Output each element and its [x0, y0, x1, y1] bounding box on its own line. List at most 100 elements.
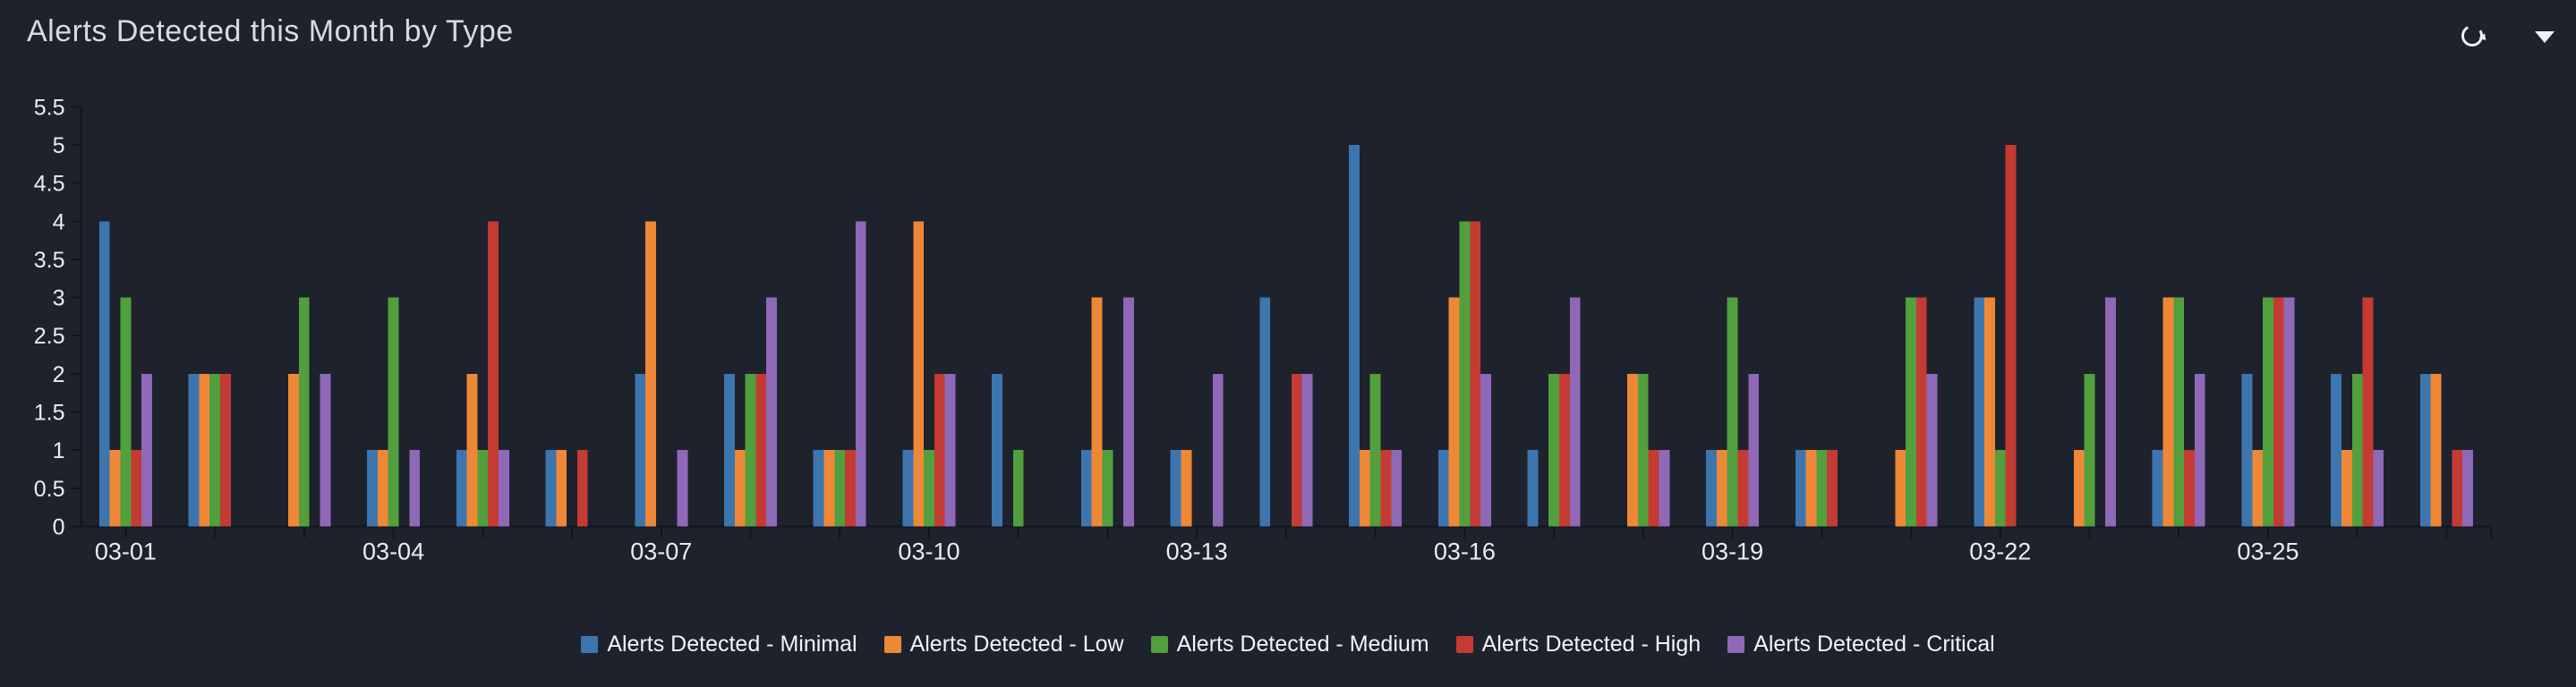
bar-03-11-medium[interactable]: [1012, 450, 1024, 527]
bar-03-12-minimal[interactable]: [1080, 450, 1092, 527]
bar-03-09-critical[interactable]: [855, 221, 866, 527]
bar-03-03-critical[interactable]: [320, 373, 331, 527]
bar-03-09-low[interactable]: [823, 450, 835, 527]
bar-03-23-low[interactable]: [2073, 450, 2085, 527]
bar-03-04-minimal[interactable]: [367, 450, 378, 527]
bar-03-04-critical[interactable]: [409, 450, 421, 527]
bar-03-02-high[interactable]: [220, 373, 231, 527]
bar-03-10-high[interactable]: [934, 373, 945, 527]
bar-03-01-high[interactable]: [131, 450, 142, 527]
refresh-icon[interactable]: [2458, 21, 2486, 50]
bar-03-14-minimal[interactable]: [1259, 297, 1271, 527]
bar-03-27-high[interactable]: [2452, 450, 2463, 527]
bar-03-07-low[interactable]: [645, 221, 656, 527]
bar-03-10-low[interactable]: [913, 221, 925, 527]
bar-03-12-critical[interactable]: [1123, 297, 1134, 527]
bar-03-18-low[interactable]: [1627, 373, 1638, 527]
bar-03-19-medium[interactable]: [1727, 297, 1738, 527]
bar-03-25-medium[interactable]: [2263, 297, 2273, 527]
bar-03-16-minimal[interactable]: [1437, 450, 1449, 527]
bar-03-11-minimal[interactable]: [992, 373, 1002, 527]
bar-03-22-medium[interactable]: [1994, 450, 2006, 527]
bar-03-05-critical[interactable]: [499, 450, 509, 527]
bar-03-27-critical[interactable]: [2462, 450, 2473, 527]
bar-03-01-minimal[interactable]: [98, 221, 110, 527]
bar-03-25-minimal[interactable]: [2241, 373, 2253, 527]
bar-03-15-medium[interactable]: [1369, 373, 1381, 527]
bar-03-20-high[interactable]: [1827, 450, 1838, 527]
bar-03-18-critical[interactable]: [1659, 450, 1670, 527]
bar-03-08-low[interactable]: [734, 450, 746, 527]
bar-03-10-critical[interactable]: [944, 373, 956, 527]
bar-03-03-low[interactable]: [288, 373, 299, 527]
bar-03-20-minimal[interactable]: [1795, 450, 1806, 527]
bar-03-27-low[interactable]: [2430, 373, 2442, 527]
legend-item-minimal[interactable]: Alerts Detected - Minimal: [581, 632, 857, 657]
bar-03-15-minimal[interactable]: [1349, 145, 1360, 527]
bar-03-12-medium[interactable]: [1102, 450, 1113, 527]
bar-03-22-minimal[interactable]: [1974, 297, 1985, 527]
bar-03-05-minimal[interactable]: [456, 450, 467, 527]
bar-03-25-high[interactable]: [2273, 297, 2284, 527]
bar-03-10-medium[interactable]: [924, 450, 934, 527]
bar-03-05-medium[interactable]: [477, 450, 489, 527]
bar-03-16-critical[interactable]: [1480, 373, 1491, 527]
bar-03-26-low[interactable]: [2341, 450, 2352, 527]
bar-03-09-medium[interactable]: [834, 450, 846, 527]
caret-down-icon[interactable]: [2533, 27, 2556, 45]
bar-03-24-high[interactable]: [2184, 450, 2195, 527]
bar-03-13-low[interactable]: [1181, 450, 1192, 527]
bar-03-10-minimal[interactable]: [902, 450, 914, 527]
bar-03-24-minimal[interactable]: [2152, 450, 2163, 527]
bar-03-15-low[interactable]: [1359, 450, 1370, 527]
bar-03-26-medium[interactable]: [2351, 373, 2363, 527]
bar-03-18-medium[interactable]: [1637, 373, 1649, 527]
bar-03-27-minimal[interactable]: [2419, 373, 2431, 527]
bar-03-20-medium[interactable]: [1816, 450, 1828, 527]
bar-03-25-critical[interactable]: [2283, 297, 2295, 527]
legend-item-medium[interactable]: Alerts Detected - Medium: [1150, 632, 1429, 657]
bar-03-01-critical[interactable]: [141, 373, 152, 527]
bar-03-08-high[interactable]: [755, 373, 767, 527]
bar-03-13-critical[interactable]: [1212, 373, 1224, 527]
bar-03-21-critical[interactable]: [1926, 373, 1938, 527]
bar-03-19-minimal[interactable]: [1706, 450, 1717, 527]
bar-03-23-critical[interactable]: [2105, 297, 2116, 527]
bar-03-24-critical[interactable]: [2194, 373, 2205, 527]
bar-03-21-high[interactable]: [1915, 297, 1927, 527]
bar-03-16-medium[interactable]: [1459, 221, 1471, 527]
bar-03-14-high[interactable]: [1291, 373, 1302, 527]
bar-03-22-low[interactable]: [1984, 297, 1995, 527]
bar-03-21-low[interactable]: [1895, 450, 1906, 527]
legend-item-low[interactable]: Alerts Detected - Low: [883, 632, 1124, 657]
bar-03-06-high[interactable]: [576, 450, 588, 527]
bar-03-01-medium[interactable]: [120, 297, 132, 527]
bar-03-02-low[interactable]: [199, 373, 210, 527]
bar-03-21-medium[interactable]: [1906, 297, 1916, 527]
bar-03-02-minimal[interactable]: [188, 373, 200, 527]
bar-03-26-high[interactable]: [2362, 297, 2374, 527]
bar-03-26-minimal[interactable]: [2331, 373, 2341, 527]
bar-03-08-medium[interactable]: [745, 373, 756, 527]
bar-03-05-high[interactable]: [488, 221, 499, 527]
bar-03-03-medium[interactable]: [298, 297, 310, 527]
bar-03-04-low[interactable]: [377, 450, 388, 527]
legend-item-high[interactable]: Alerts Detected - High: [1455, 632, 1701, 657]
bar-03-06-low[interactable]: [556, 450, 567, 527]
bar-03-06-minimal[interactable]: [545, 450, 557, 527]
bar-03-18-high[interactable]: [1648, 450, 1659, 527]
bar-03-17-medium[interactable]: [1548, 373, 1559, 527]
bar-03-09-minimal[interactable]: [813, 450, 824, 527]
bar-03-04-medium[interactable]: [388, 297, 399, 527]
bar-03-13-minimal[interactable]: [1170, 450, 1181, 527]
bar-03-26-critical[interactable]: [2373, 450, 2384, 527]
bar-03-17-minimal[interactable]: [1527, 450, 1539, 527]
legend-item-critical[interactable]: Alerts Detected - Critical: [1727, 632, 1995, 657]
bar-03-20-low[interactable]: [1805, 450, 1817, 527]
bar-03-16-high[interactable]: [1470, 221, 1481, 527]
bar-03-15-critical[interactable]: [1391, 450, 1403, 527]
bar-03-08-critical[interactable]: [766, 297, 777, 527]
bar-03-16-low[interactable]: [1448, 297, 1460, 527]
bar-03-23-medium[interactable]: [2084, 373, 2095, 527]
bar-03-17-high[interactable]: [1559, 373, 1570, 527]
